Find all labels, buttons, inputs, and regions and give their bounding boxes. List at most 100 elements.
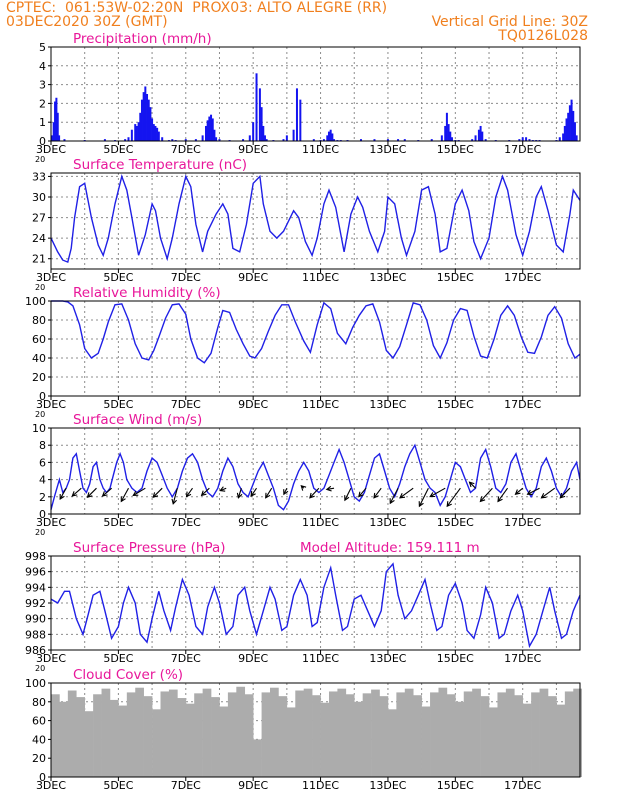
cloud-bar	[126, 692, 136, 777]
wind-vector-head	[71, 491, 78, 497]
precip-bar	[568, 105, 571, 141]
precip-bar	[258, 88, 261, 141]
precip-xtick-label: 3DEC	[36, 143, 66, 156]
cloud-bar	[270, 687, 279, 777]
precip-bar	[299, 99, 302, 141]
precip-bar	[295, 88, 298, 141]
precip-bar	[440, 135, 443, 141]
rh-xtick-label: 9DEC	[238, 398, 268, 411]
precip-bar	[447, 124, 450, 141]
precip-bar	[562, 133, 565, 141]
wind-vector	[152, 487, 163, 498]
wind-ytick-label: 6	[39, 456, 46, 469]
cloud-bar	[236, 686, 246, 777]
cloud-bar	[446, 694, 456, 777]
temp-xtick-label: 17DEC	[504, 271, 541, 284]
wind-frame	[50, 427, 581, 515]
wind-vector-head	[185, 491, 192, 498]
press-xtick-label: 7DEC	[171, 652, 201, 665]
precip-bar	[210, 114, 213, 141]
precip-bar	[255, 73, 258, 141]
precip-bar	[137, 122, 140, 141]
precip-bar	[292, 129, 295, 141]
precip-bar	[142, 92, 145, 141]
cloud-bar	[345, 694, 355, 777]
cloud-bar	[185, 703, 195, 777]
wind-vector	[497, 487, 509, 502]
precip-bar	[55, 97, 58, 141]
precip-bar	[312, 139, 315, 141]
cloud-bar	[354, 701, 363, 777]
rh-xtick-label: 17DEC	[504, 398, 541, 411]
precip-bar	[213, 129, 216, 141]
precip-panel-title: Precipitation (mm/h)	[73, 31, 212, 47]
cloud-bar	[202, 688, 212, 777]
cloud-bar	[472, 688, 481, 777]
wind-vector-head	[540, 493, 547, 499]
precip-bar	[56, 112, 59, 141]
temp-xtick-label: 13DEC	[369, 271, 406, 284]
wind-vector-head	[219, 486, 226, 492]
wind-vector	[237, 488, 242, 498]
press-xtick-label: 13DEC	[369, 652, 406, 665]
wind-ytick-label: 2	[39, 491, 46, 504]
cloud-bar	[430, 692, 439, 777]
rh-xtick-label: 15DEC	[437, 398, 474, 411]
wind-vector-head	[200, 490, 207, 497]
wind-ytick-label: 0	[39, 508, 46, 521]
precip-bar	[242, 139, 245, 141]
wind-vector-head	[468, 481, 475, 488]
cloud-ytick-label: 20	[32, 752, 46, 765]
precip-bar	[373, 139, 376, 141]
precip-bar	[140, 99, 143, 141]
precip-bar	[204, 125, 207, 141]
cloud-bar	[135, 687, 144, 777]
precip-ytick-label: 3	[39, 79, 46, 92]
precip-bar	[484, 139, 487, 141]
precip-bar	[149, 107, 152, 141]
cloud-panel-title: Cloud Cover (%)	[73, 667, 183, 683]
press-ytick-label: 998	[25, 550, 46, 563]
rh-xtick-label: 5DEC	[103, 398, 133, 411]
temp-xlabel-fragment: 20	[35, 283, 45, 292]
wind-vector-head	[265, 492, 271, 499]
cloud-bar	[118, 705, 128, 777]
header-model-id: TQ0126L028	[498, 28, 588, 44]
wind-vector-head	[559, 492, 566, 499]
cloud-xtick-label: 9DEC	[238, 779, 268, 792]
cloud-bar	[286, 707, 296, 777]
temp-xtick-label: 3DEC	[36, 271, 66, 284]
wind-xtick-label: 13DEC	[369, 516, 406, 529]
wind-vector-head	[325, 485, 332, 492]
wind-vector	[515, 487, 524, 495]
rh-panel-title: Relative Humidity (%)	[73, 285, 221, 301]
cloud-bar	[278, 696, 288, 777]
precip-xtick-label: 7DEC	[171, 143, 201, 156]
precip-bar	[450, 137, 453, 141]
rh-frame	[50, 300, 581, 397]
wind-vector-head	[283, 489, 289, 496]
precip-ytick-label: 1	[39, 116, 46, 129]
temp-ytick-label: 33	[32, 170, 46, 183]
wind-vector-head	[479, 496, 486, 503]
precip-bar	[518, 139, 521, 141]
cloud-xtick-label: 7DEC	[171, 779, 201, 792]
cloud-frame	[50, 682, 581, 778]
cloud-bar	[93, 694, 102, 777]
precip-xtick-label: 13DEC	[369, 143, 406, 156]
wind-ytick-label: 8	[39, 439, 46, 452]
cloud-bar	[219, 706, 229, 777]
cloud-bar	[489, 707, 498, 777]
cloud-bar	[379, 696, 389, 777]
precip-bar	[208, 116, 211, 141]
wind-vector-head	[373, 492, 379, 499]
temp-xtick-label: 5DEC	[103, 271, 133, 284]
cloud-bar	[261, 692, 271, 777]
precip-bar	[63, 139, 66, 141]
cloud-bar	[168, 689, 178, 777]
cloud-ytick-label: 60	[32, 715, 46, 728]
precip-xtick-label: 5DEC	[103, 143, 133, 156]
temp-frame	[50, 172, 581, 270]
wind-ytick-label: 4	[39, 474, 46, 487]
